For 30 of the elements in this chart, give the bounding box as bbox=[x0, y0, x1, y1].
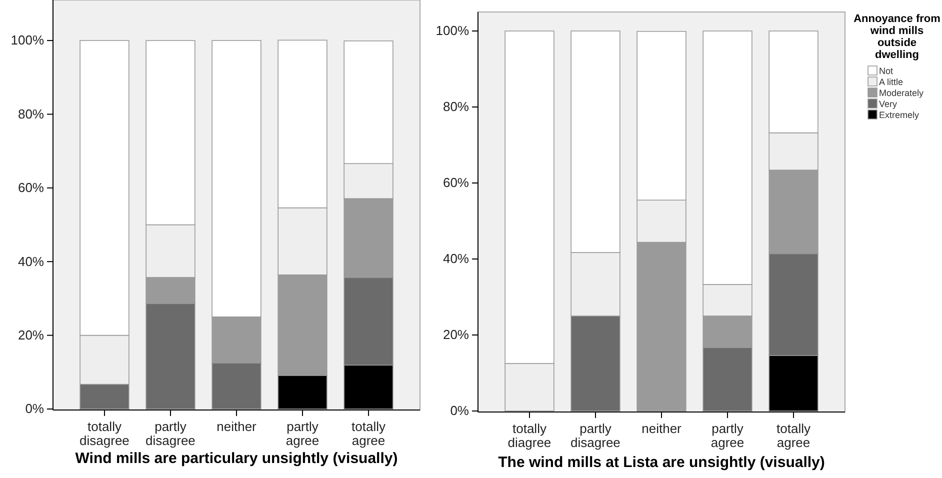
legend-label: Moderately bbox=[879, 88, 924, 98]
x-tick-label: partly agree bbox=[286, 419, 320, 448]
x-tick-label: partly agree bbox=[710, 421, 744, 450]
x-tick-label: partly disagree bbox=[570, 421, 620, 450]
x-tick-label: neither bbox=[642, 421, 682, 436]
x-tick-label: partly disagree bbox=[146, 419, 196, 448]
legend-label: Extremely bbox=[879, 110, 920, 120]
y-tick-label: 0% bbox=[450, 403, 470, 418]
y-tick-label: 20% bbox=[18, 327, 44, 342]
y-tick-label: 40% bbox=[18, 254, 44, 269]
y-tick-label: 80% bbox=[18, 106, 44, 122]
legend-title: Annoyance from wind mills outside dwelling bbox=[854, 13, 941, 61]
x-tick-label: totally agree bbox=[776, 421, 811, 450]
x-tick-label: totally diagree bbox=[508, 421, 552, 450]
x-axis-title: The wind mills at Lista are unsightly (visually) bbox=[498, 454, 825, 471]
legend-label: Not bbox=[879, 66, 894, 76]
y-tick-label: 100% bbox=[10, 32, 44, 48]
x-tick-label: totally disagree bbox=[80, 419, 130, 448]
legend-label: A little bbox=[879, 77, 904, 87]
x-tick-label: neither bbox=[216, 419, 258, 434]
legend-label: Very bbox=[879, 99, 898, 109]
y-tick-label: 20% bbox=[442, 327, 470, 342]
y-tick-label: 100% bbox=[436, 23, 470, 38]
x-axis-title: Wind mills are particulary unsightly (visually) bbox=[75, 450, 398, 467]
y-tick-label: 80% bbox=[442, 99, 470, 114]
y-tick-label: 60% bbox=[442, 175, 470, 190]
y-tick-label: 60% bbox=[18, 180, 44, 196]
x-tick-label: totally agree bbox=[352, 419, 386, 448]
y-tick-label: 0% bbox=[25, 401, 44, 416]
y-tick-label: 40% bbox=[442, 251, 470, 266]
